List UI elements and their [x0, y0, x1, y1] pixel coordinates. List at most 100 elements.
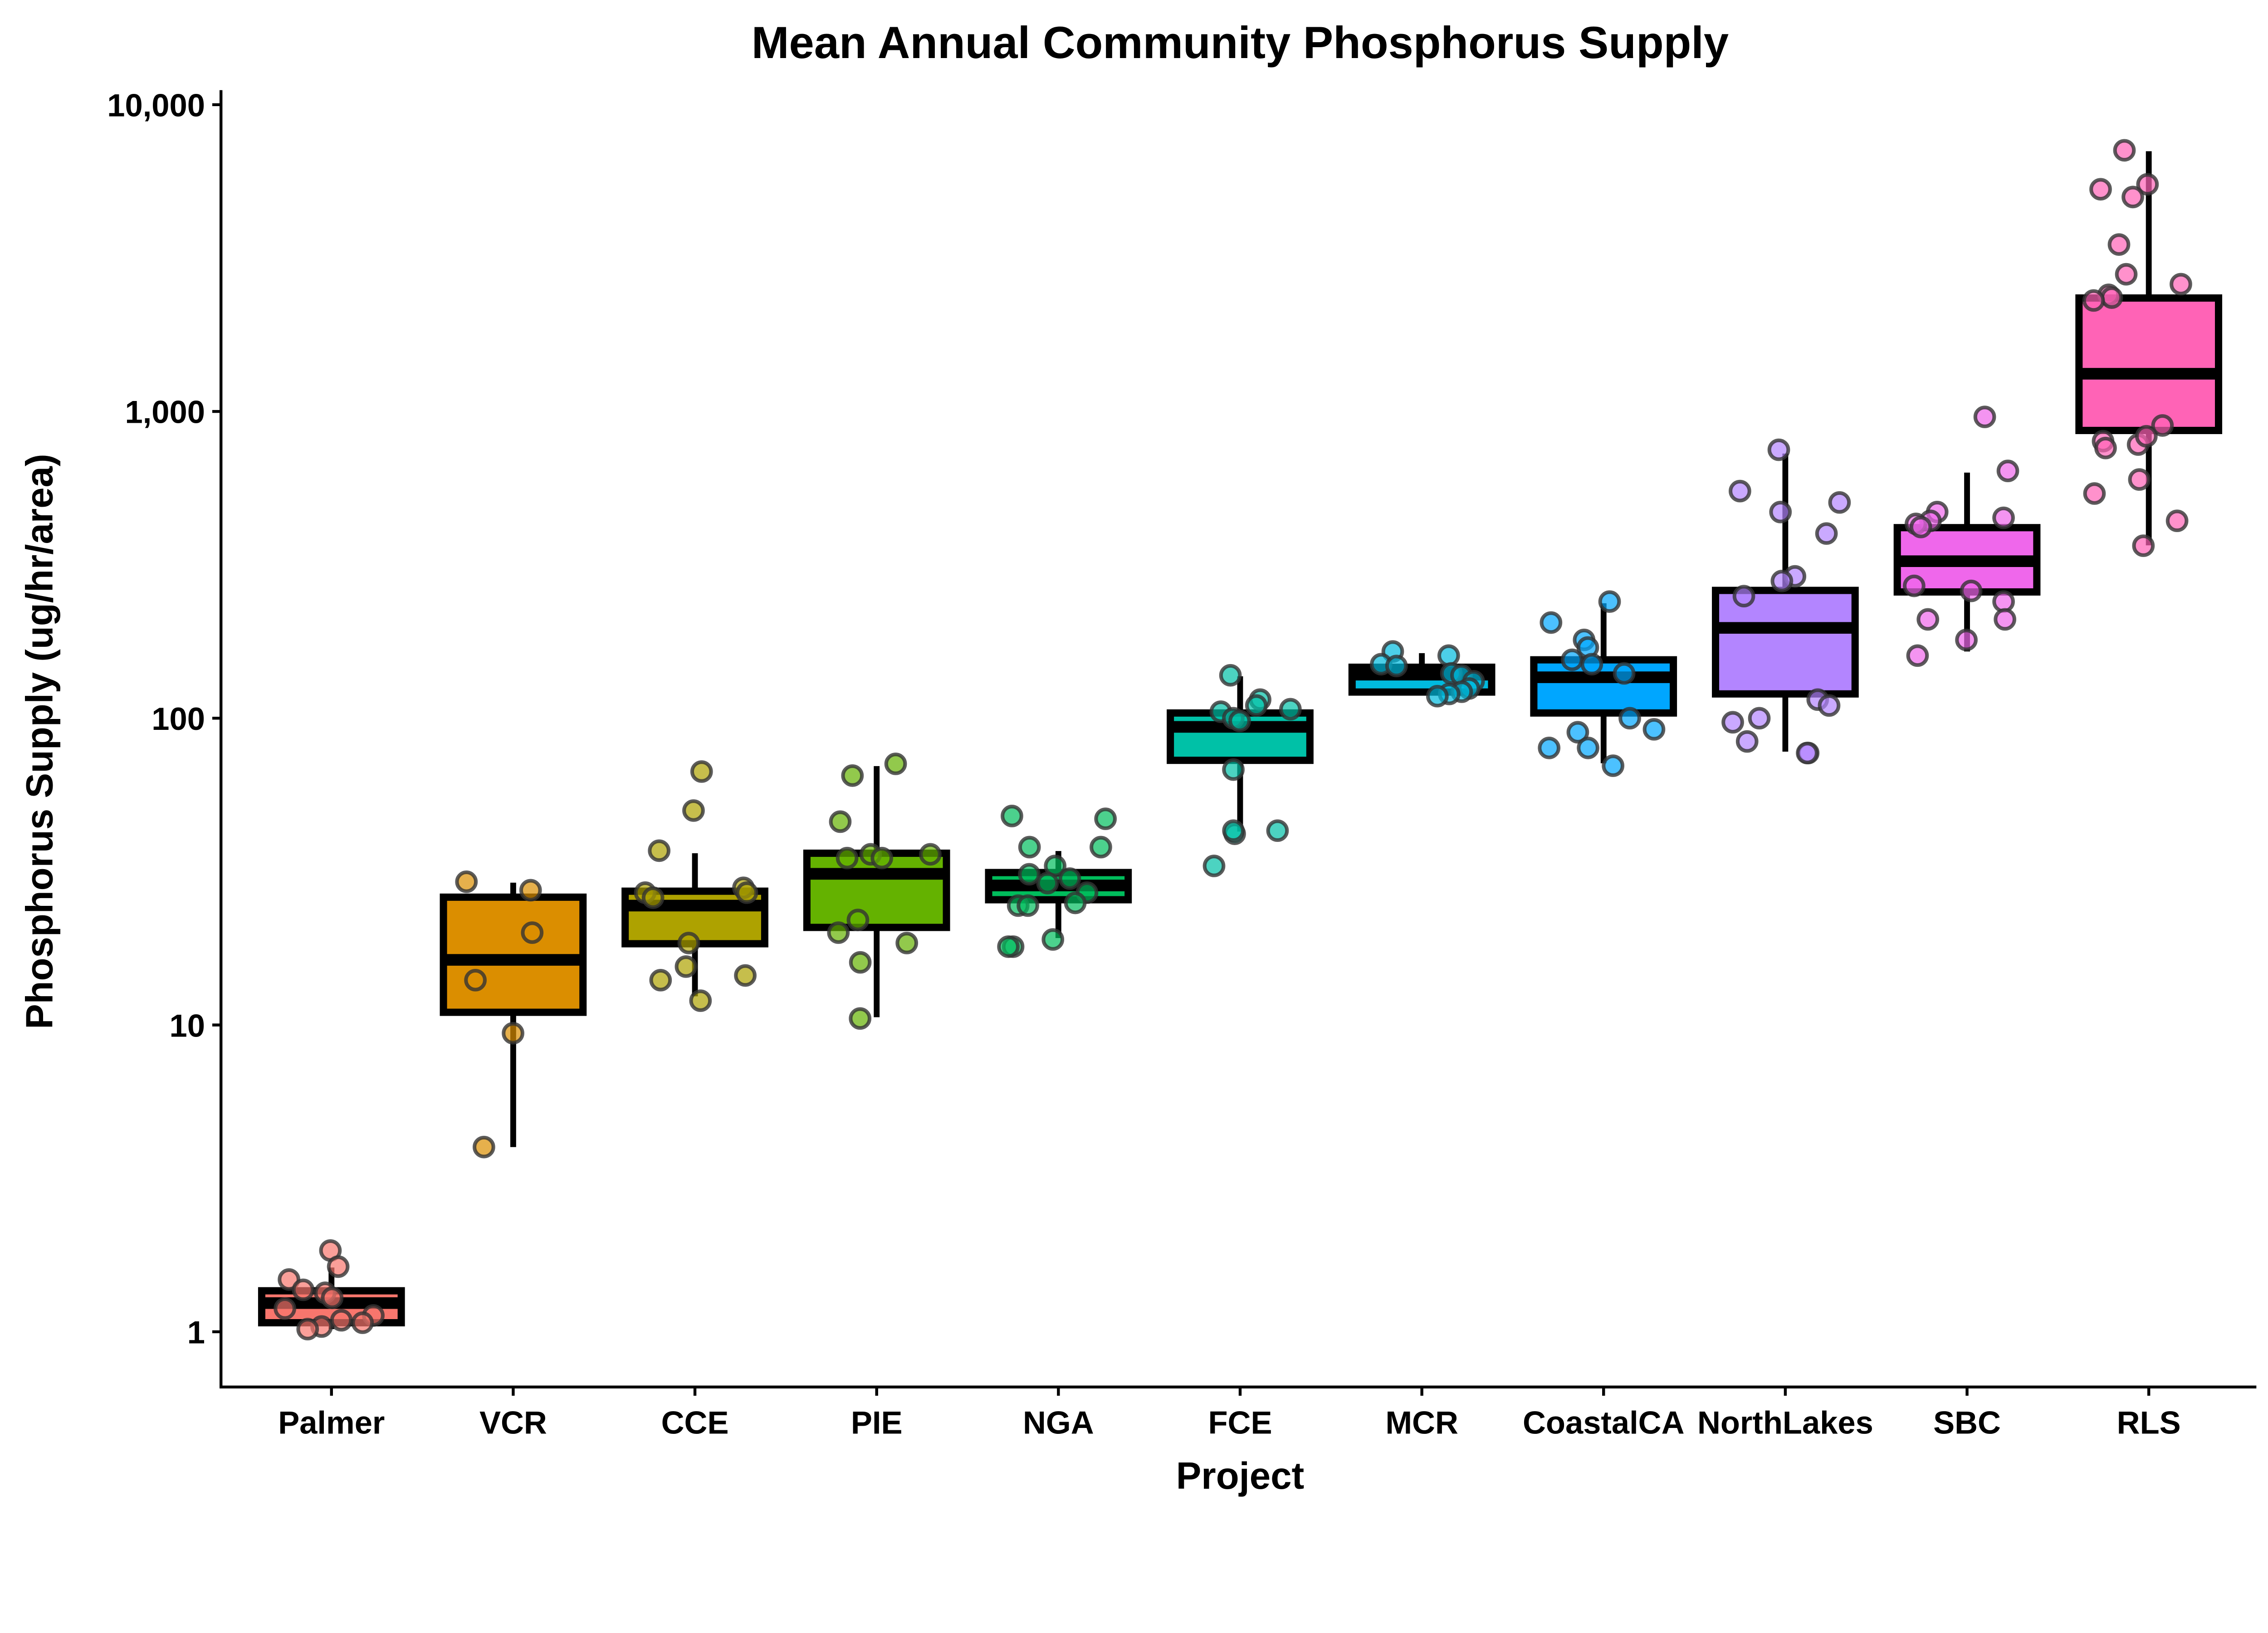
data-point [1001, 805, 1023, 827]
box-coastalca [1530, 603, 1677, 763]
data-point [1973, 406, 1996, 428]
data-point [292, 1278, 315, 1301]
data-point [1960, 579, 1983, 602]
boxes [258, 151, 2223, 1330]
data-point [1721, 711, 1744, 734]
data-point [1064, 891, 1087, 914]
data-point [2083, 482, 2106, 505]
data-point [1426, 684, 1449, 708]
data-point [1613, 662, 1636, 685]
data-point [1916, 608, 1940, 631]
data-point [827, 921, 850, 944]
data-point [1735, 730, 1759, 753]
data-point [521, 921, 544, 944]
x-tick-label: Palmer [278, 1404, 385, 1440]
data-point [675, 955, 698, 978]
x-axis-label: Project [1176, 1455, 1305, 1497]
data-point [2121, 186, 2144, 209]
data-point [1094, 807, 1117, 830]
data-point [1992, 506, 2015, 529]
data-point [846, 909, 870, 931]
data-point [1909, 515, 1932, 538]
data-point [1058, 867, 1081, 890]
data-point [677, 932, 700, 954]
data-point [649, 968, 672, 992]
data-point [1729, 479, 1751, 503]
data-point [1642, 718, 1666, 741]
data-point [1202, 855, 1226, 877]
data-point [690, 760, 713, 783]
data-point [641, 886, 665, 909]
data-point [2107, 233, 2131, 256]
data-point [2128, 468, 2151, 491]
data-point [1769, 500, 1792, 523]
data-point [1770, 570, 1794, 592]
box-iqr [1530, 656, 1677, 717]
data-point [648, 839, 671, 862]
data-point [2136, 173, 2159, 196]
data-point [2115, 263, 2138, 286]
data-point [734, 964, 757, 987]
y-tick-label: 1 [187, 1315, 205, 1350]
data-point [836, 846, 859, 870]
data-point [519, 879, 542, 902]
data-point [2089, 178, 2112, 201]
data-point [1561, 648, 1584, 671]
data-point [1828, 491, 1851, 514]
box-pie [803, 766, 950, 1017]
data-point [1090, 836, 1112, 859]
box-iqr [2075, 294, 2223, 434]
data-point [1602, 754, 1624, 777]
y-tick-label: 10 [170, 1007, 205, 1043]
data-point [1018, 836, 1041, 859]
data-point [1437, 644, 1460, 667]
data-point [2170, 273, 2192, 296]
data-point [351, 1311, 374, 1334]
data-point [1748, 707, 1771, 730]
box-northlakes [1712, 453, 1859, 752]
y-tick-label: 100 [152, 701, 205, 737]
x-ticks: Palmer VCR CCE PIE NGA FCE MCR CoastalCA NorthLa… [278, 1387, 2181, 1440]
data-point [1036, 872, 1059, 895]
data-point [2113, 139, 2136, 162]
data-point [2151, 414, 2174, 437]
data-point [1219, 664, 1242, 687]
data-point [1815, 522, 1838, 545]
data-point [689, 989, 712, 1012]
data-point [1580, 653, 1603, 676]
data-point [2094, 436, 2117, 460]
data-point [841, 764, 864, 787]
data-point [274, 1297, 296, 1320]
y-tick-label: 10,000 [107, 87, 205, 123]
data-point [2100, 286, 2123, 309]
data-point [1538, 737, 1561, 759]
data-point [330, 1309, 353, 1332]
data-point [464, 968, 487, 992]
x-tick-label: VCR [479, 1404, 547, 1440]
x-tick-label: FCE [1208, 1404, 1272, 1440]
box-iqr [1712, 587, 1859, 698]
data-point [1955, 628, 1978, 651]
x-tick-label: MCR [1385, 1404, 1458, 1440]
data-point [1041, 928, 1065, 951]
data-point [895, 932, 918, 954]
data-point [1540, 611, 1563, 634]
data-point [1245, 694, 1268, 717]
data-point [502, 1022, 524, 1045]
box-plot-chart: Mean Annual Community Phosphorus Supply … [18, 18, 2257, 1497]
data-point [2132, 534, 2155, 557]
data-point [1566, 721, 1589, 744]
points [274, 139, 2192, 1340]
data-point [1385, 655, 1408, 678]
y-ticks: 1 10 100 1,000 10,000 [107, 87, 221, 1350]
data-point [473, 1135, 495, 1159]
data-point [1994, 608, 2016, 631]
data-point [1598, 590, 1621, 613]
x-tick-label: SBC [1933, 1404, 2001, 1440]
data-point [1796, 742, 1818, 764]
data-point [327, 1255, 350, 1278]
data-point [1266, 819, 1289, 842]
data-point [1906, 644, 1929, 667]
data-point [1018, 863, 1041, 886]
x-tick-label: CoastalCA [1523, 1404, 1684, 1440]
